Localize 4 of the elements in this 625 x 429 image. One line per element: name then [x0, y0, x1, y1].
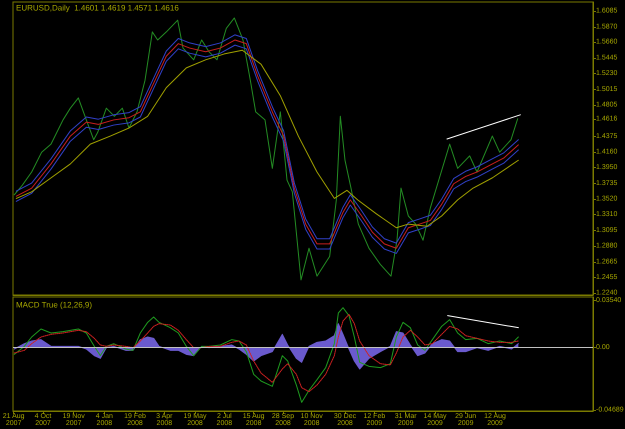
line-series [14, 314, 519, 392]
text: MACD True (12,26,9) [16, 300, 92, 310]
chart-title: EURUSD,Daily 1.4601 1.4619 1.4571 1.4616 [16, 4, 180, 12]
line-series [14, 17, 518, 280]
